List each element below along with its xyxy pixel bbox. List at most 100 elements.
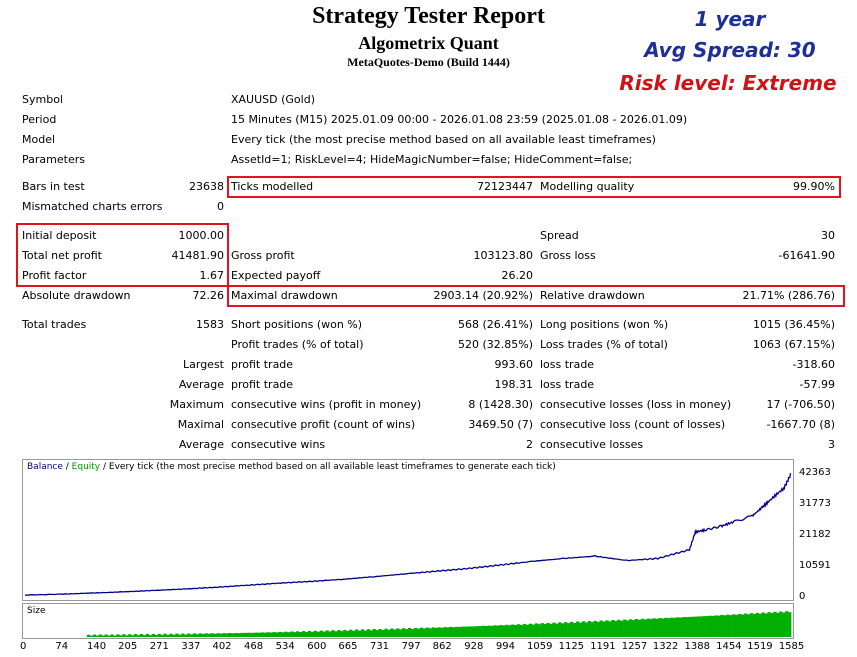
volume-bar <box>581 621 586 637</box>
volume-bar <box>419 627 424 637</box>
volume-bar <box>228 633 232 637</box>
x-tick-label: 797 <box>401 641 421 652</box>
volume-bar <box>723 615 727 637</box>
y-tick-label: 31773 <box>799 497 831 509</box>
volume-bar <box>363 630 368 637</box>
volume-bar <box>151 633 155 637</box>
volume-bar <box>213 633 217 637</box>
quality-label: Modelling quality <box>540 180 635 193</box>
volume-bar <box>714 615 718 637</box>
x-tick-label: 1322 <box>652 641 679 652</box>
y-tick-label: 21182 <box>799 528 831 540</box>
loss-trades-label: Loss trades (% of total) <box>540 338 668 351</box>
volume-bar <box>575 621 580 637</box>
volume-bar <box>343 629 347 637</box>
volume-bar <box>405 629 409 637</box>
volume-bar <box>758 613 762 637</box>
volume-bar <box>623 619 627 637</box>
loss-trades-value: 1063 (67.15%) <box>752 338 835 351</box>
average-loss-label: loss trade <box>540 378 595 391</box>
largest-profit-label: profit trade <box>231 358 294 371</box>
volume-bar <box>661 618 665 637</box>
volume-bar <box>726 614 730 637</box>
volume-bar <box>257 632 261 637</box>
volume-bar <box>590 622 594 637</box>
volume-bar <box>567 623 571 637</box>
volume-bar <box>425 627 429 637</box>
long-positions-label: Long positions (won %) <box>540 318 669 331</box>
x-tick-label: 862 <box>432 641 452 652</box>
volume-bar <box>337 630 341 637</box>
symbol-label: Symbol <box>22 93 63 106</box>
symbol-value: XAUUSD (Gold) <box>231 93 315 106</box>
x-tick-label: 1454 <box>716 641 742 652</box>
volume-bar <box>614 621 618 637</box>
volume-bar <box>187 633 191 637</box>
volume-chart: Size <box>22 603 794 639</box>
volume-bar <box>749 613 754 637</box>
volume-bar <box>452 627 456 637</box>
volume-bar <box>378 628 382 637</box>
volume-bar <box>113 635 117 637</box>
volume-bar <box>505 624 509 637</box>
x-tick-label: 534 <box>275 641 295 652</box>
volume-bar <box>192 633 197 637</box>
volume-bar <box>602 621 606 637</box>
volume-bar <box>299 632 303 637</box>
volume-bar <box>372 629 376 637</box>
volume-bar <box>89 635 94 637</box>
promo-risk: Risk level: Extreme <box>619 71 837 95</box>
volume-bar <box>608 621 612 637</box>
volume-bar <box>125 635 129 637</box>
volume-bar <box>634 619 639 637</box>
x-tick-label: 140 <box>87 641 107 652</box>
volume-bar <box>461 626 465 637</box>
volume-bar <box>478 626 482 637</box>
volume-bar <box>782 612 786 637</box>
volume-bar <box>92 634 97 637</box>
x-tick-label: 205 <box>118 641 138 652</box>
volume-bar <box>525 624 530 637</box>
x-tick-label: 1191 <box>590 641 616 652</box>
volume-bar <box>169 633 173 637</box>
volume-bar <box>431 627 435 637</box>
volume-bar <box>537 624 541 637</box>
volume-bar <box>313 630 317 637</box>
volume-bar <box>148 635 152 637</box>
avg-losses-value: 3 <box>828 438 835 451</box>
volume-bar <box>776 612 780 637</box>
volume-bar <box>740 614 745 637</box>
volume-bar <box>207 633 211 637</box>
volume-bar <box>416 628 421 637</box>
volume-bar <box>393 629 397 637</box>
parameters-value: AssetId=1; RiskLevel=4; HideMagicNumber=… <box>231 153 633 166</box>
volume-bar <box>552 622 556 637</box>
volume-bar <box>578 622 583 637</box>
volume-bar <box>699 616 703 637</box>
volume-bar <box>399 629 403 637</box>
y-tick-label: 42363 <box>799 467 831 478</box>
volume-bar <box>260 632 264 637</box>
x-tick-label: 402 <box>212 641 232 652</box>
volume-bar <box>360 629 365 637</box>
volume-bar <box>110 634 114 637</box>
volume-bar <box>248 632 253 637</box>
average-profit-label: profit trade <box>231 378 294 391</box>
max-wins-label: consecutive wins (profit in money) <box>231 398 422 411</box>
x-tick-label: 1519 <box>747 641 773 652</box>
volume-bar <box>540 623 544 637</box>
period-value: 15 Minutes (M15) 2025.01.09 00:00 - 2026… <box>231 113 688 126</box>
average-consecutive-label: Average <box>178 438 224 451</box>
volume-bar <box>487 625 491 637</box>
avg-wins-value: 2 <box>526 438 533 451</box>
spread-label: Spread <box>540 229 579 242</box>
maximal-drawdown-value: 2903.14 (20.92%) <box>433 289 533 302</box>
volume-bar <box>596 621 600 637</box>
mismatch-value: 0 <box>217 200 224 213</box>
volume-bar <box>458 626 462 637</box>
volume-bar <box>702 616 706 637</box>
volume-bar <box>145 633 150 637</box>
volume-bar <box>652 618 656 637</box>
volume-bar <box>357 630 362 637</box>
volume-bar <box>779 611 783 637</box>
